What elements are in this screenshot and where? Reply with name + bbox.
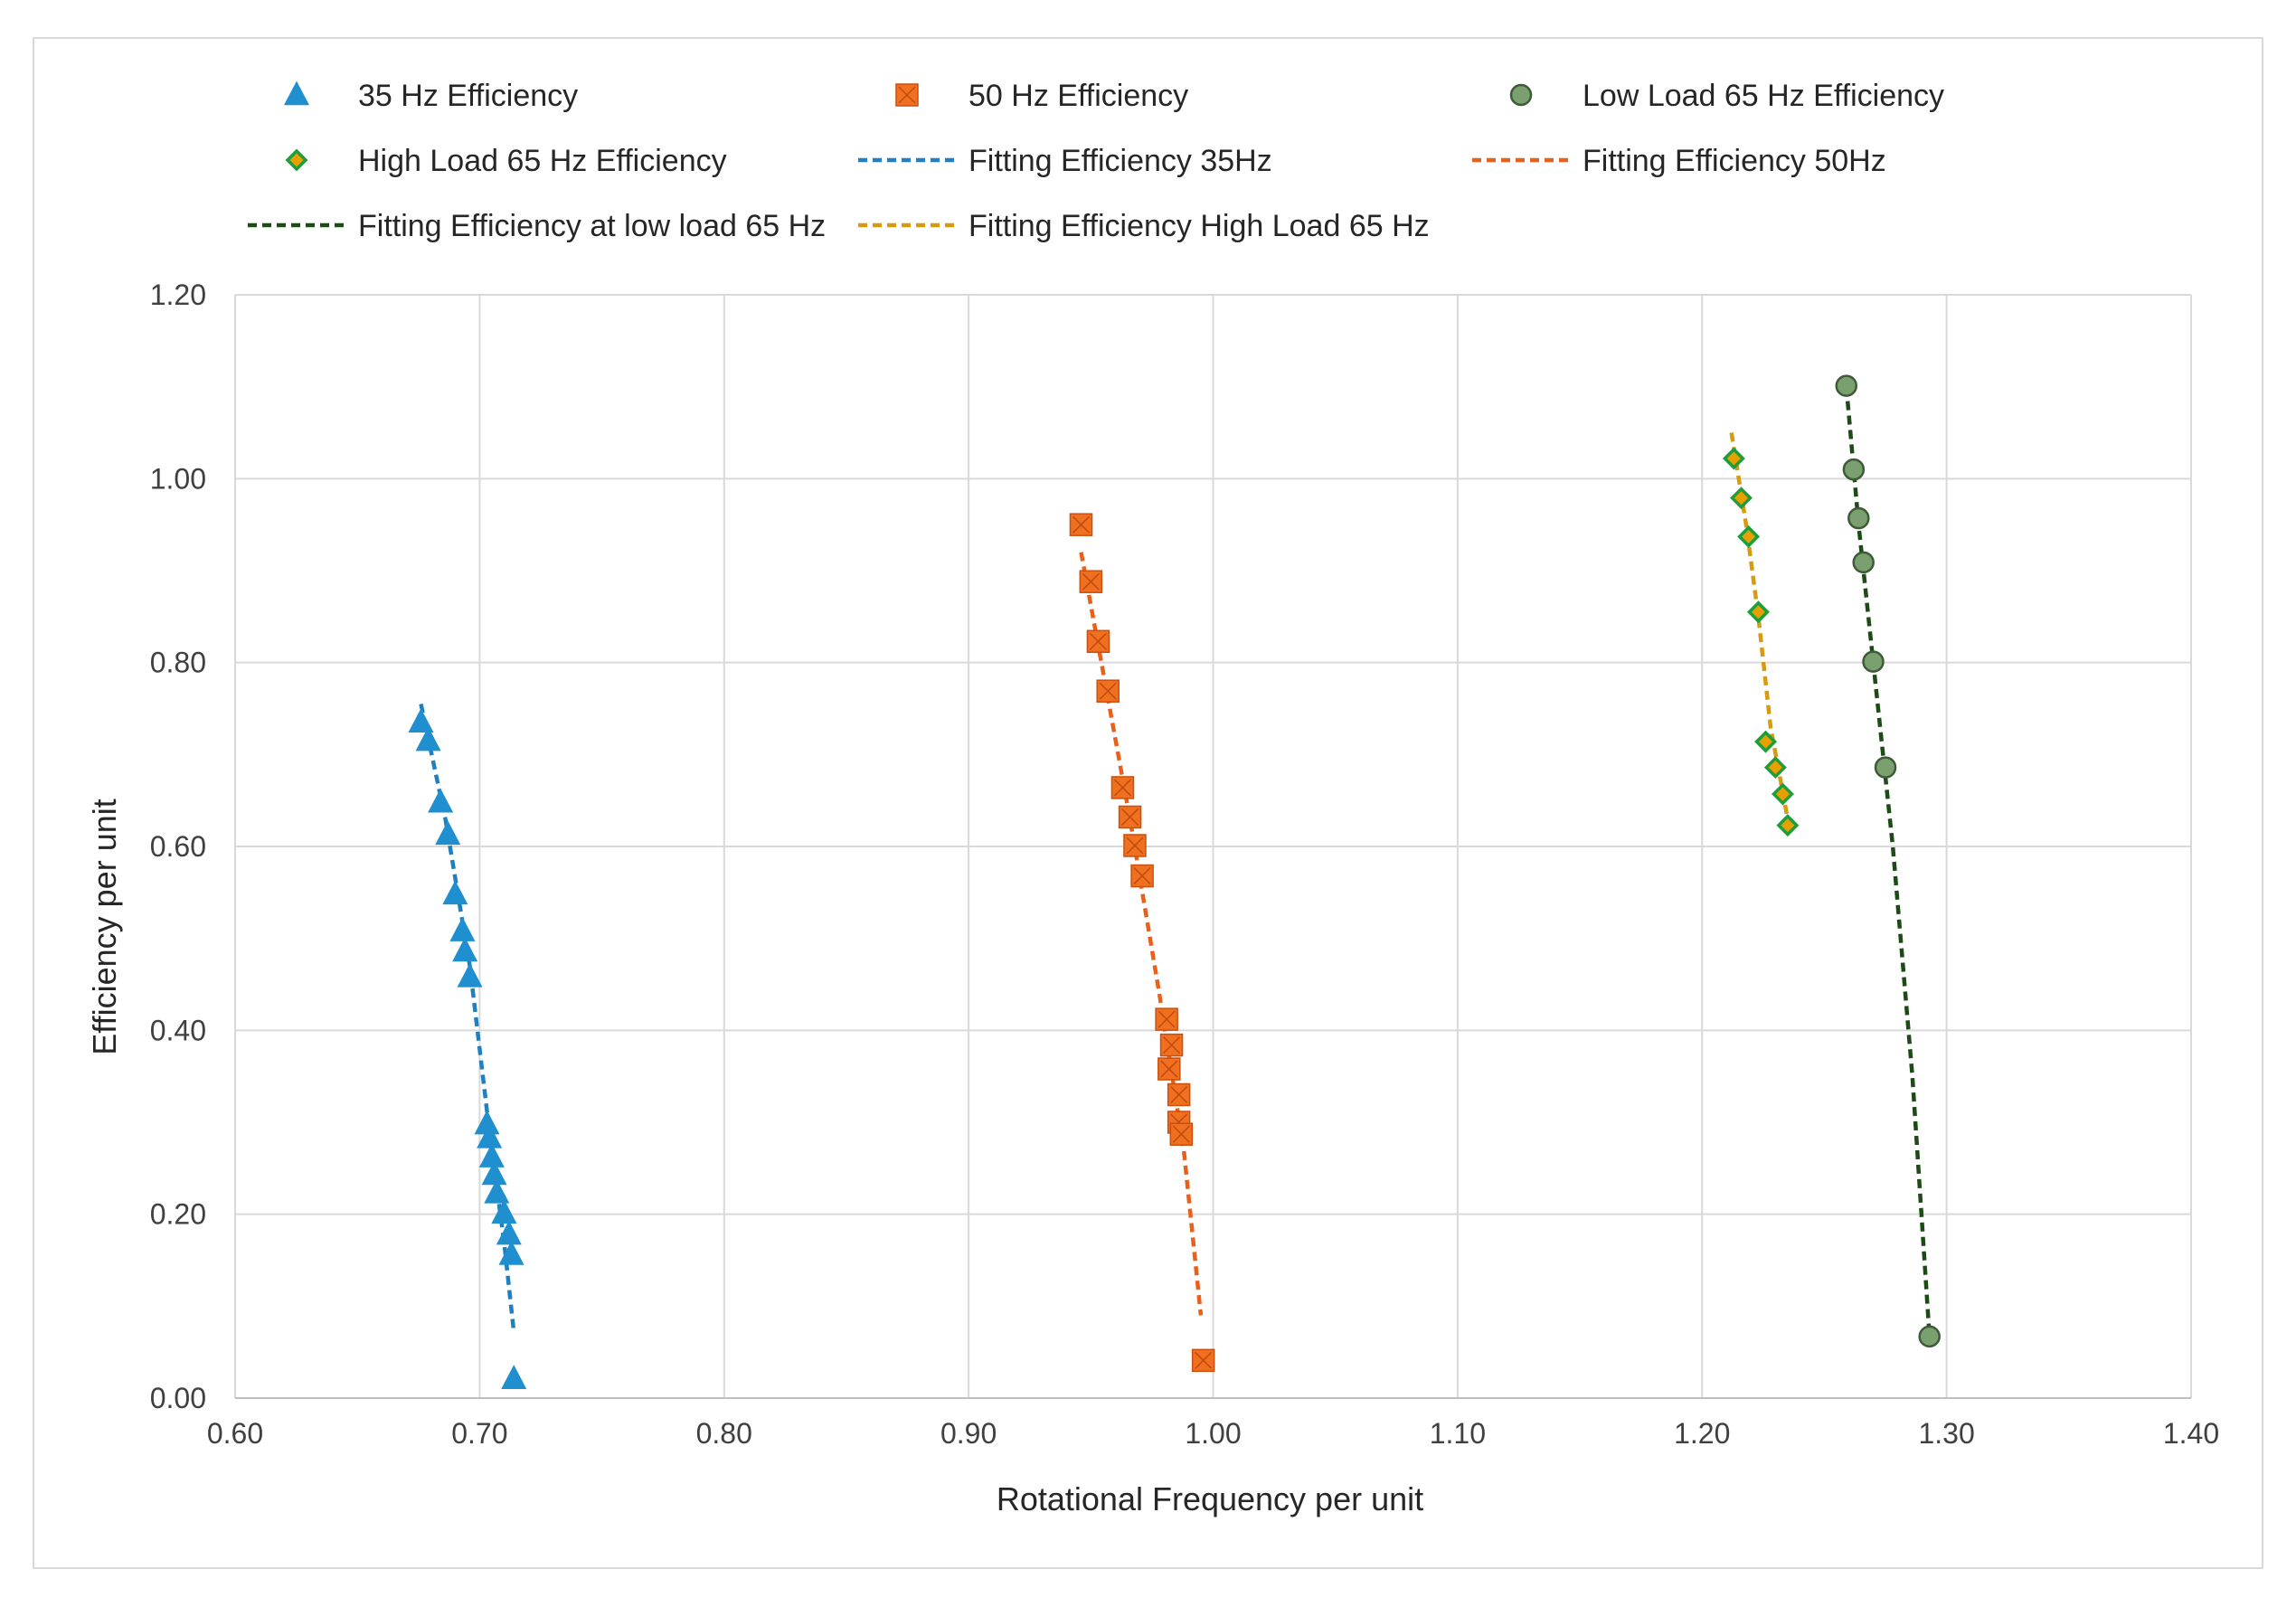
x-tick-label: 1.00	[1185, 1417, 1241, 1450]
legend-swatch	[283, 80, 310, 106]
axes: 0.60 0.70 0.80 0.90 1.00 1.10 1.20 1.30 1.40 0.00…	[150, 279, 2219, 1450]
data-point	[1191, 1348, 1215, 1373]
data-point	[1847, 506, 1870, 530]
legend-label: Fitting Efficiency High Load 65 Hz	[968, 209, 1430, 243]
data-point	[1167, 1082, 1191, 1107]
fit-line-fitting-efficiency-35hz	[419, 703, 516, 1333]
data-point	[1169, 1122, 1194, 1146]
x-tick-label: 0.70	[451, 1417, 507, 1450]
legend-item: Fitting Efficiency at low load 65 Hz	[248, 209, 826, 243]
legend: 35 Hz Efficiency 50 Hz Efficiency Low Load…	[248, 79, 1944, 243]
data-point	[491, 1199, 517, 1224]
data-point	[1159, 1033, 1184, 1057]
data-point	[1776, 814, 1800, 837]
data-point	[1835, 374, 1858, 397]
legend-swatch	[285, 148, 308, 172]
chart-frame	[33, 37, 2263, 1569]
data-point	[1110, 776, 1135, 799]
data-point	[484, 1178, 510, 1204]
data-point	[435, 820, 461, 846]
data-point	[1730, 487, 1753, 510]
legend-label: Fitting Efficiency 35Hz	[968, 144, 1272, 178]
x-tick-label: 0.90	[940, 1417, 997, 1450]
legend-label: High Load 65 Hz Efficiency	[358, 144, 727, 178]
data-point	[1874, 756, 1897, 779]
x-tick-label: 0.80	[696, 1417, 752, 1450]
legend-label: 35 Hz Efficiency	[358, 79, 578, 113]
data-point	[442, 880, 468, 905]
data-point	[408, 708, 434, 733]
data-point	[452, 937, 478, 962]
legend-item: High Load 65 Hz Efficiency	[285, 144, 727, 178]
data-point	[1754, 730, 1778, 753]
data-point	[501, 1365, 527, 1389]
x-tick-label: 1.30	[1918, 1417, 1974, 1450]
data-points	[408, 374, 1941, 1389]
data-point	[1069, 513, 1093, 536]
data-point	[1096, 679, 1120, 703]
data-point	[428, 788, 454, 813]
fit-lines	[419, 386, 1932, 1338]
data-point	[1123, 834, 1147, 857]
y-tick-label: 1.20	[150, 279, 206, 311]
data-point	[1771, 782, 1794, 806]
data-point	[1842, 458, 1866, 481]
data-point	[1737, 525, 1761, 548]
data-point	[1722, 447, 1745, 470]
data-point	[1079, 570, 1103, 593]
data-point	[1118, 805, 1142, 829]
data-point	[449, 917, 476, 941]
data-point	[1130, 864, 1154, 888]
y-tick-label: 0.60	[150, 830, 206, 863]
legend-label: Fitting Efficiency 50Hz	[1583, 144, 1886, 178]
data-point	[457, 962, 483, 988]
x-tick-label: 0.60	[207, 1417, 263, 1450]
data-point	[498, 1240, 524, 1265]
legend-item: 35 Hz Efficiency	[283, 79, 578, 113]
legend-item: Fitting Efficiency 35Hz	[858, 144, 1272, 178]
legend-swatch	[1509, 83, 1533, 107]
legend-item: Low Load 65 Hz Efficiency	[1509, 79, 1944, 113]
data-point	[1763, 756, 1787, 780]
x-tick-label: 1.20	[1674, 1417, 1730, 1450]
y-tick-label: 0.40	[150, 1014, 206, 1046]
data-point	[1086, 629, 1110, 654]
x-axis-title: Rotational Frequency per unit	[997, 1480, 1423, 1517]
legend-item: 50 Hz Efficiency	[895, 79, 1188, 113]
legend-item: Fitting Efficiency 50Hz	[1472, 144, 1886, 178]
data-point	[1862, 650, 1885, 673]
legend-label: Low Load 65 Hz Efficiency	[1583, 79, 1944, 113]
legend-label: Fitting Efficiency at low load 65 Hz	[358, 209, 826, 243]
fit-line-fitting-efficiency-at-low-load-65-hz	[1844, 386, 1932, 1338]
x-tick-label: 1.40	[2163, 1417, 2219, 1450]
fit-line-fitting-efficiency-50hz	[1079, 552, 1204, 1316]
y-tick-label: 0.20	[150, 1198, 206, 1231]
y-tick-label: 0.00	[150, 1382, 206, 1414]
legend-item: Fitting Efficiency High Load 65 Hz	[858, 209, 1430, 243]
y-tick-label: 1.00	[150, 462, 206, 495]
data-point	[477, 1123, 503, 1149]
y-tick-label: 0.80	[150, 647, 206, 679]
y-axis-title: Efficiency per unit	[86, 799, 123, 1054]
legend-swatch	[895, 83, 919, 107]
data-point	[1155, 1007, 1178, 1031]
x-tick-label: 1.10	[1430, 1417, 1486, 1450]
data-point	[415, 726, 441, 752]
data-point	[1157, 1057, 1181, 1081]
data-point	[496, 1220, 522, 1245]
data-point	[1918, 1325, 1941, 1348]
data-point	[1746, 600, 1770, 624]
grid	[234, 294, 2192, 1399]
data-point	[1852, 551, 1875, 574]
legend-label: 50 Hz Efficiency	[968, 79, 1188, 113]
